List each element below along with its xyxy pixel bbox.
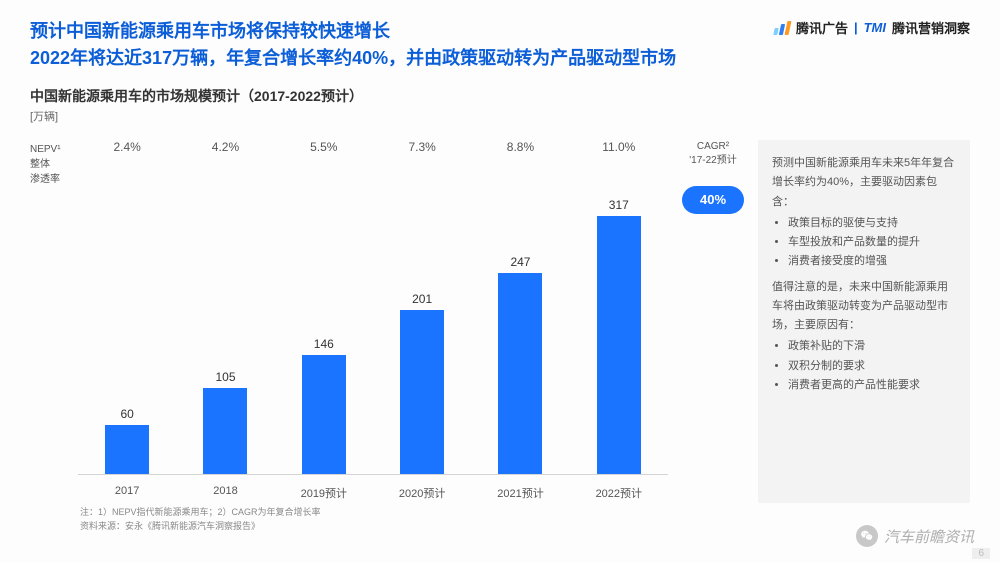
y-axis-label: NEPV¹整体渗透率 <box>30 140 78 503</box>
x-axis-label: 2022预计 <box>570 479 668 503</box>
bar-value-label: 60 <box>120 407 133 421</box>
wechat-icon <box>856 525 878 547</box>
bar-col: 7.3% 201 <box>373 140 471 474</box>
brand-text-1: 腾讯广告 <box>796 18 848 37</box>
x-axis-label: 2021预计 <box>471 479 569 503</box>
sidebox-bullet: 政策补贴的下滑 <box>788 337 956 356</box>
footnote-line-2: 资料来源：安永《腾讯新能源汽车洞察报告》 <box>80 520 321 534</box>
footnotes: 注：1）NEPV指代新能源乘用车；2）CAGR为年复合增长率 资料来源：安永《腾… <box>80 506 321 533</box>
bar-value-label: 247 <box>510 255 530 269</box>
penetration-label: 4.2% <box>212 140 239 154</box>
x-axis-label: 2020预计 <box>373 479 471 503</box>
chart-unit: [万辆] <box>0 106 1000 124</box>
brand-tmi: TMI <box>864 20 886 35</box>
x-axis-label: 2017 <box>78 479 176 503</box>
title-line-2: 2022年将达近317万辆，年复合增长率约40%，并由政策驱动转为产品驱动型市场 <box>30 45 970 72</box>
sidebox-bullet: 双积分制的要求 <box>788 357 956 376</box>
sidebox-bullet: 车型投放和产品数量的提升 <box>788 233 956 252</box>
brand-block: 腾讯广告 | TMI 腾讯营销洞察 <box>774 18 970 37</box>
bar-col: 4.2% 105 <box>176 140 274 474</box>
sidebox-para-2: 值得注意的是，未来中国新能源乘用车将由政策驱动转变为产品驱动型市场，主要原因有： <box>772 278 956 336</box>
cagr-zone: CAGR² '17-22预计 40% <box>668 140 758 503</box>
insight-sidebox: 预测中国新能源乘用车未来5年年复合增长率约为40%，主要驱动因素包含： 政策目标… <box>758 140 970 503</box>
brand-text-2: 腾讯营销洞察 <box>892 18 970 37</box>
brand-logo-icon <box>774 21 790 35</box>
bar <box>105 425 149 474</box>
bar-value-label: 201 <box>412 292 432 306</box>
bar <box>498 273 542 474</box>
bar <box>302 355 346 474</box>
sidebox-bullet: 消费者接受度的增强 <box>788 252 956 271</box>
bar-chart: 2.4% 60 4.2% 105 5.5% 146 7.3% 201 8.8% 247 11.0% 3… <box>78 140 668 503</box>
source-tag: 汽车前瞻资讯 <box>856 525 974 547</box>
x-axis-label: 2019预计 <box>275 479 373 503</box>
sidebox-bullet: 政策目标的驱使与支持 <box>788 214 956 233</box>
cagr-label-2: '17-22预计 <box>668 154 758 168</box>
penetration-label: 11.0% <box>602 140 635 154</box>
bar-value-label: 146 <box>314 337 334 351</box>
bar-col: 2.4% 60 <box>78 140 176 474</box>
bar-value-label: 105 <box>215 370 235 384</box>
brand-separator: | <box>854 20 858 35</box>
bar-col: 11.0% 317 <box>570 140 668 474</box>
footnote-line-1: 注：1）NEPV指代新能源乘用车；2）CAGR为年复合增长率 <box>80 506 321 520</box>
penetration-label: 8.8% <box>507 140 534 154</box>
x-axis-label: 2018 <box>176 479 274 503</box>
sidebox-para-1: 预测中国新能源乘用车未来5年年复合增长率约为40%，主要驱动因素包含： <box>772 154 956 212</box>
bar-col: 5.5% 146 <box>275 140 373 474</box>
bar <box>400 310 444 474</box>
penetration-label: 2.4% <box>113 140 140 154</box>
chart-subtitle: 中国新能源乘用车的市场规模预计（2017-2022预计） <box>0 72 1000 106</box>
cagr-label-1: CAGR² <box>668 140 758 154</box>
bar <box>597 216 641 474</box>
penetration-label: 5.5% <box>310 140 337 154</box>
page-number: 6 <box>972 548 990 559</box>
bar <box>203 388 247 474</box>
cagr-value-pill: 40% <box>682 186 744 214</box>
bar-col: 8.8% 247 <box>471 140 569 474</box>
content-area: NEPV¹整体渗透率 2.4% 60 4.2% 105 5.5% 146 7.3% 201 8.… <box>30 140 970 503</box>
sidebox-bullet: 消费者更高的产品性能要求 <box>788 376 956 395</box>
source-tag-text: 汽车前瞻资讯 <box>884 526 974 547</box>
bar-value-label: 317 <box>609 198 629 212</box>
penetration-label: 7.3% <box>408 140 435 154</box>
